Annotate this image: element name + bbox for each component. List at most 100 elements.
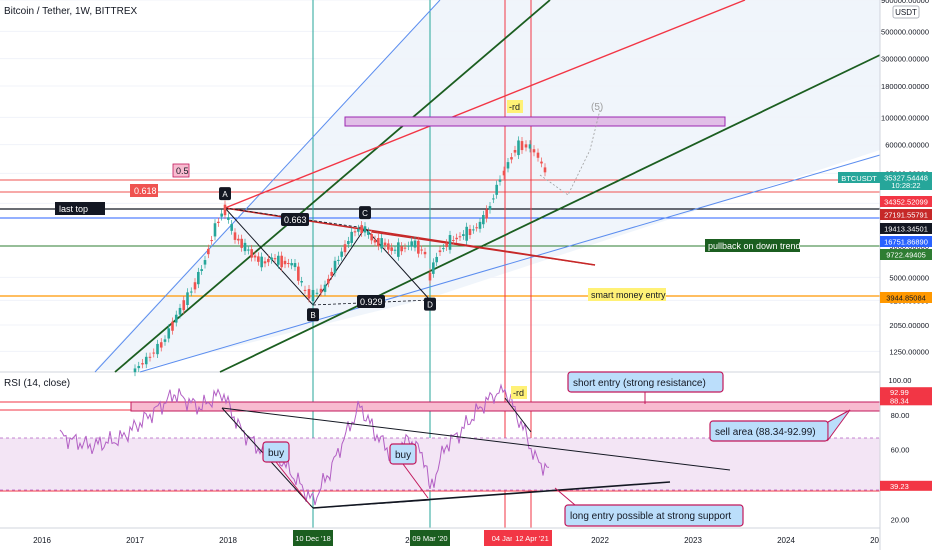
candle-body: [488, 206, 492, 210]
level-badge-2: [880, 209, 932, 220]
candle-body: [432, 262, 435, 274]
candle-body: [178, 307, 182, 315]
annotation-smart-money[interactable]: smart money entry: [588, 288, 666, 301]
candle-body: [438, 250, 442, 253]
annotation-buy-1-text: buy: [268, 448, 284, 459]
candle-body: [290, 263, 293, 266]
candle-body: [492, 198, 495, 200]
candle-body: [532, 149, 536, 153]
annotation-rd-main[interactable]: -rd: [507, 100, 523, 113]
candle-body: [357, 228, 360, 232]
annotation-short-entry[interactable]: short entry (strong resistance): [567, 371, 724, 404]
candle-body: [233, 232, 237, 240]
green-trend-steep: [114, 0, 551, 373]
pattern-badge-C: [359, 206, 371, 220]
annotation-long-entry[interactable]: long entry possible at strong support: [554, 487, 744, 527]
candle-body: [227, 217, 230, 220]
annotation-buy-2[interactable]: buy: [389, 443, 429, 499]
red-trend-down-2: [371, 231, 596, 266]
candle-body: [350, 231, 353, 243]
currency-badge[interactable]: [892, 5, 920, 19]
level-badge-value-3: 19413.34501: [884, 225, 928, 234]
chart-title[interactable]: Bitcoin / Tether, 1W, BITTREX: [4, 6, 138, 17]
x-tick-2022: 2022: [591, 536, 609, 545]
candle-body: [182, 300, 186, 311]
level-badge-1: [880, 196, 932, 207]
pattern-label-A: A: [222, 190, 228, 199]
annotation-last-top[interactable]: last top: [55, 202, 105, 215]
time-marker-1: 09 Mar '20: [412, 534, 447, 543]
pattern-badge-B: [307, 308, 319, 322]
candle-body: [417, 240, 420, 254]
candle-body: [465, 226, 468, 241]
ratio-0.663-text: 0.663: [284, 215, 307, 225]
rsi-badge-0: [880, 387, 932, 398]
pattern-label-D: D: [427, 301, 433, 310]
ratio-0.5-text: 0.5: [176, 166, 189, 176]
candle-body: [148, 356, 152, 358]
annotation-short-entry-text: short entry (strong resistance): [573, 378, 706, 389]
rsi-line: [59, 383, 550, 506]
candle-body: [315, 292, 319, 294]
rsi-resistance-line: [221, 407, 731, 471]
rsi-sell-zone: [130, 401, 881, 412]
rsi-tick-0: 100.00: [889, 376, 912, 385]
candle-body: [517, 140, 520, 156]
candle-body: [300, 281, 303, 283]
rsi-title[interactable]: RSI (14, close): [4, 378, 71, 389]
candle-body: [495, 184, 498, 195]
level-badge-value-5: 9722.49405: [886, 251, 926, 260]
candle-body: [387, 243, 390, 250]
x-tick-2018: 2018: [219, 536, 237, 545]
annotation-rd-rsi[interactable]: -rd: [511, 386, 527, 399]
pattern-point-labels: A B C D: [219, 187, 436, 322]
candle-body: [360, 225, 363, 234]
candle-body: [257, 256, 260, 262]
annotation-sell-area[interactable]: sell area (88.34-92.99): [709, 409, 851, 442]
time-marker-0: 10 Dec '18: [295, 534, 331, 543]
rsi-badge-value-2: 39.23: [890, 482, 909, 491]
candle-body: [442, 248, 445, 250]
annotation-smart-money-text: smart money entry: [591, 290, 666, 300]
candle-body: [377, 237, 380, 247]
candle-body: [171, 321, 174, 331]
rsi-badge-2: [880, 480, 932, 491]
ratio-0.663: 0.663: [281, 213, 309, 226]
level-badge-value-0: 35327.54448: [884, 174, 928, 183]
candle-body: [267, 258, 270, 263]
candle-body: [297, 266, 300, 281]
candle-body: [423, 251, 427, 255]
abcd-bd-line: [312, 299, 431, 306]
x-tick-2025: 2025: [870, 536, 888, 545]
candle-body: [543, 167, 547, 173]
candle-body: [455, 237, 458, 240]
candle-body: [428, 272, 432, 281]
candle-body: [270, 257, 273, 260]
candle-body: [133, 368, 137, 373]
channel-upper-line: [94, 0, 441, 373]
candle-body: [390, 247, 393, 251]
level-badge-4: [880, 236, 932, 247]
annotation-pullback[interactable]: pullback on down trend: [705, 239, 801, 252]
annotation-last-top-text: last top: [59, 204, 88, 214]
candle-body: [367, 231, 370, 235]
candle-body: [333, 260, 337, 273]
candle-body: [363, 226, 367, 233]
candle-body: [482, 214, 485, 225]
candle-body: [413, 240, 417, 248]
level-badge-value-2: 27191.55791: [884, 211, 928, 220]
candle-body: [260, 256, 263, 268]
time-marker-bg-1: [410, 530, 450, 546]
candle-body: [353, 231, 357, 233]
rsi-div-line-2: [312, 499, 431, 509]
candle-body: [462, 234, 465, 236]
channel-lower-line: [139, 154, 881, 373]
candle-body: [203, 260, 207, 265]
annotation-buy-1[interactable]: buy: [262, 441, 311, 506]
y-tick-0: 900000.00000: [881, 0, 929, 5]
pattern-badge-D: [424, 297, 436, 311]
candle-body: [141, 363, 144, 365]
candle-body: [287, 263, 290, 265]
ratio-0.618: 0.618: [130, 184, 158, 197]
